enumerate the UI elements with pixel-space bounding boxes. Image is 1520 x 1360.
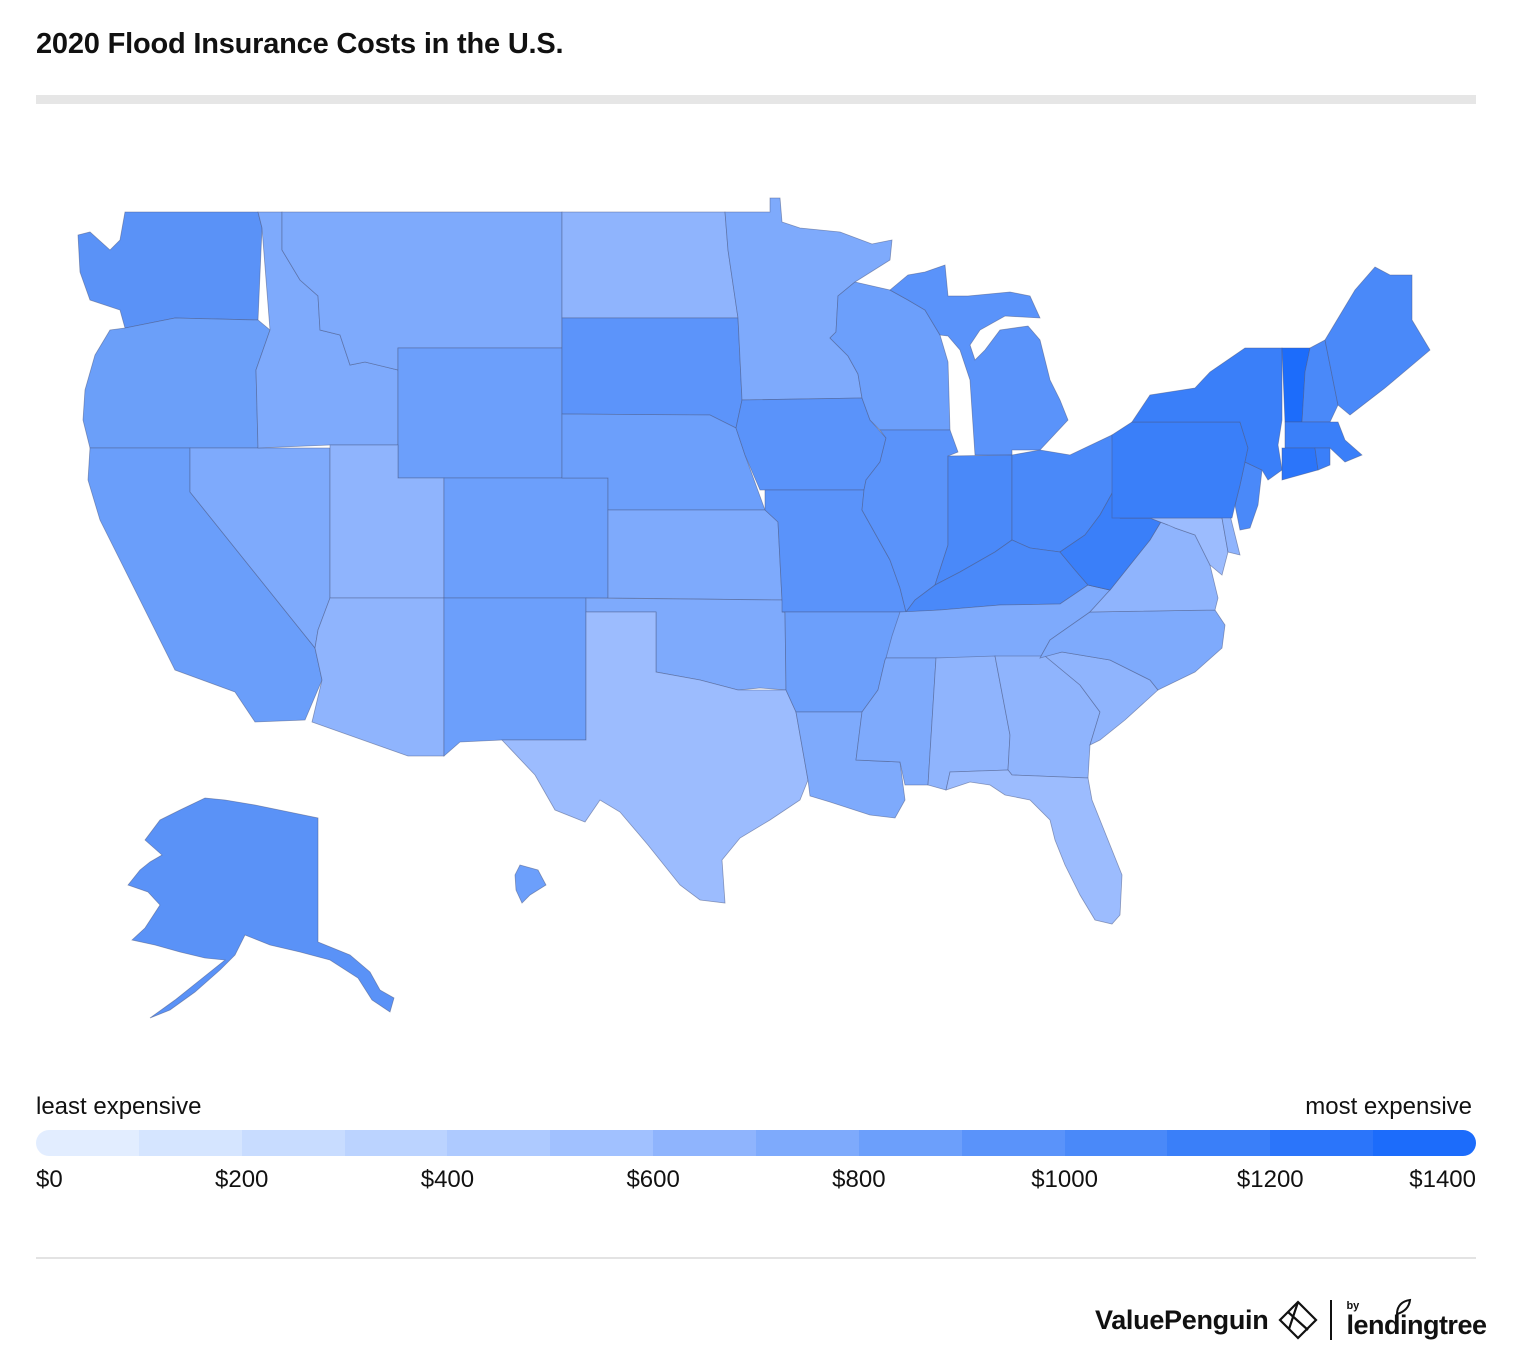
state-wa[interactable] <box>77 211 263 329</box>
color-scale-segment <box>241 1130 345 1156</box>
branding: ValuePenguin by lendingtree <box>1095 1298 1487 1340</box>
state-nm[interactable] <box>443 597 587 757</box>
color-scale-segment <box>858 1130 962 1156</box>
state-wy[interactable] <box>397 347 563 479</box>
color-scale-segment <box>756 1130 859 1156</box>
title-divider <box>36 95 1476 104</box>
color-scale-segment <box>36 1130 139 1156</box>
color-scale-tick-label: $600 <box>626 1166 680 1193</box>
state-co[interactable] <box>443 477 609 599</box>
color-scale-segment <box>447 1130 551 1156</box>
state-al[interactable] <box>927 655 1011 791</box>
color-scale-tick-label: $200 <box>215 1166 269 1193</box>
valuepenguin-logo-text: ValuePenguin <box>1095 1304 1269 1335</box>
color-scale-segment <box>138 1130 242 1156</box>
state-ri[interactable] <box>1314 447 1331 471</box>
color-scale-segment <box>344 1130 448 1156</box>
us-choropleth-map <box>77 197 1431 1019</box>
color-scale-tick-label: $0 <box>36 1166 63 1193</box>
map-title: 2020 Flood Insurance Costs in the U.S. <box>36 28 564 60</box>
lendingtree-by: by <box>1346 1300 1360 1312</box>
color-scale-segment <box>961 1130 1065 1156</box>
color-scale-tick-label: $1200 <box>1236 1166 1304 1193</box>
color-scale-tick-label: $1000 <box>1031 1166 1098 1193</box>
state-hi[interactable] <box>514 864 547 904</box>
state-ks[interactable] <box>607 509 783 601</box>
color-scale-tick-label: $800 <box>832 1166 886 1193</box>
color-scale-segment <box>1064 1130 1168 1156</box>
state-pa[interactable] <box>1111 421 1249 519</box>
state-mi[interactable] <box>889 264 1069 456</box>
state-az[interactable] <box>311 597 445 757</box>
leaf-icon <box>1396 1298 1412 1316</box>
lendingtree-logo-text: lendingtree <box>1346 1310 1487 1340</box>
legend-low-label: least expensive <box>36 1093 202 1120</box>
state-or[interactable] <box>82 317 271 449</box>
state-ak[interactable] <box>127 797 395 1019</box>
state-ia[interactable] <box>735 397 887 491</box>
state-sd[interactable] <box>561 317 743 429</box>
state-nd[interactable] <box>561 211 739 319</box>
state-tx[interactable] <box>501 611 809 904</box>
legend-high-label: most expensive <box>1305 1093 1472 1120</box>
state-fl[interactable] <box>945 769 1123 925</box>
state-ny[interactable] <box>1131 347 1283 481</box>
footer-divider <box>36 1257 1476 1259</box>
valuepenguin-logo-icon <box>1278 1300 1319 1340</box>
color-scale-bar <box>36 1130 1476 1156</box>
state-il[interactable] <box>861 429 959 613</box>
color-scale-tick-label: $400 <box>420 1166 475 1193</box>
color-scale-ticks: $0 $200 $400 $600 $800 $1000 $1200 $1400 <box>36 1166 1476 1196</box>
color-scale-segment <box>653 1130 757 1156</box>
color-scale-segment <box>1373 1130 1476 1156</box>
color-scale-segment <box>1270 1130 1374 1156</box>
state-me[interactable] <box>1324 266 1431 416</box>
color-scale-segment <box>550 1130 654 1156</box>
color-scale-segment <box>1167 1130 1271 1156</box>
color-scale-tick-label: $1400 <box>1409 1166 1476 1193</box>
brand-separator <box>1330 1300 1333 1340</box>
state-ct[interactable] <box>1281 447 1319 481</box>
